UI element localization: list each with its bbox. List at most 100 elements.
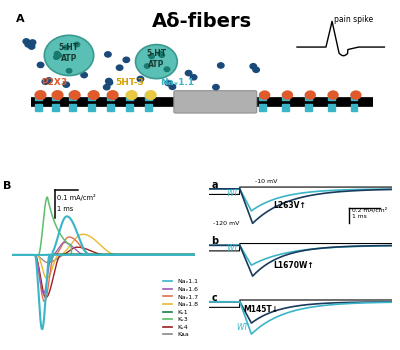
- Circle shape: [54, 51, 60, 56]
- Bar: [350, 93, 358, 100]
- Circle shape: [305, 91, 315, 99]
- Circle shape: [25, 42, 32, 47]
- Circle shape: [156, 47, 162, 52]
- Circle shape: [282, 91, 292, 99]
- Bar: [145, 104, 152, 111]
- Circle shape: [23, 39, 30, 44]
- Circle shape: [213, 84, 219, 90]
- Bar: [145, 93, 152, 100]
- Bar: [259, 104, 266, 111]
- Circle shape: [158, 51, 163, 56]
- Text: WT: WT: [226, 244, 238, 253]
- Bar: [282, 93, 289, 100]
- Circle shape: [351, 91, 361, 99]
- Circle shape: [144, 64, 150, 68]
- FancyBboxPatch shape: [174, 91, 257, 113]
- Circle shape: [106, 80, 113, 85]
- Bar: [259, 93, 266, 100]
- Circle shape: [165, 80, 172, 86]
- Circle shape: [123, 57, 130, 62]
- Circle shape: [64, 45, 69, 50]
- Circle shape: [126, 91, 137, 99]
- Text: 5-HT
ATP: 5-HT ATP: [59, 43, 79, 63]
- Circle shape: [145, 91, 156, 99]
- Text: P2X3: P2X3: [41, 78, 67, 88]
- Text: a: a: [211, 180, 218, 190]
- Text: L1670W↑: L1670W↑: [273, 261, 314, 270]
- Circle shape: [190, 75, 197, 80]
- Circle shape: [46, 78, 52, 83]
- Text: A: A: [16, 14, 24, 24]
- Text: Aδ-fibers: Aδ-fibers: [152, 12, 252, 31]
- Circle shape: [63, 82, 70, 87]
- Bar: [107, 93, 114, 100]
- Circle shape: [74, 42, 80, 47]
- Circle shape: [37, 62, 44, 68]
- Circle shape: [29, 40, 36, 45]
- Circle shape: [52, 91, 63, 99]
- Bar: [52, 104, 59, 111]
- Circle shape: [253, 67, 259, 72]
- Bar: [282, 104, 289, 111]
- Circle shape: [149, 54, 154, 58]
- Circle shape: [159, 53, 164, 57]
- Circle shape: [105, 52, 111, 57]
- Circle shape: [69, 91, 80, 99]
- Text: WT: WT: [237, 323, 249, 332]
- Circle shape: [116, 65, 123, 70]
- Circle shape: [42, 79, 48, 84]
- Text: -10 mV: -10 mV: [255, 179, 277, 184]
- Text: c: c: [211, 293, 217, 303]
- Circle shape: [48, 61, 55, 66]
- Circle shape: [88, 91, 99, 99]
- Text: 0.1 mA/cm²: 0.1 mA/cm²: [57, 194, 96, 201]
- Circle shape: [104, 85, 110, 90]
- Text: M145T↓: M145T↓: [243, 305, 278, 314]
- Circle shape: [169, 84, 176, 90]
- Circle shape: [61, 69, 68, 74]
- Bar: [69, 93, 76, 100]
- Text: Naᵥ1.1: Naᵥ1.1: [160, 78, 194, 88]
- Text: 0.2 mA/cm²: 0.2 mA/cm²: [352, 207, 387, 213]
- Text: -120 mV: -120 mV: [213, 221, 239, 226]
- Text: 5HT-3: 5HT-3: [116, 78, 144, 88]
- Text: pain spike: pain spike: [334, 15, 374, 24]
- Bar: [126, 93, 133, 100]
- Legend: Naᵥ1.1, Naᵥ1.6, Naᵥ1.7, Naᵥ1.8, Kᵥ1, Kᵥ3, Kᵥ4, Kᴀa: Naᵥ1.1, Naᵥ1.6, Naᵥ1.7, Naᵥ1.8, Kᵥ1, Kᵥ3…: [161, 276, 201, 340]
- Circle shape: [63, 61, 70, 66]
- Bar: [328, 104, 335, 111]
- Bar: [88, 93, 95, 100]
- Circle shape: [44, 35, 94, 76]
- Text: 1 ms: 1 ms: [352, 214, 366, 219]
- Circle shape: [185, 70, 192, 76]
- Bar: [52, 93, 59, 100]
- Text: 1 ms: 1 ms: [57, 206, 74, 212]
- Text: L263V↑: L263V↑: [273, 201, 306, 210]
- Circle shape: [250, 64, 256, 69]
- Text: 5-HT
ATP: 5-HT ATP: [146, 49, 166, 70]
- Circle shape: [107, 91, 118, 99]
- Circle shape: [106, 78, 112, 84]
- Circle shape: [28, 44, 35, 49]
- Bar: [69, 104, 76, 111]
- Bar: [88, 104, 95, 111]
- Bar: [305, 104, 312, 111]
- Circle shape: [66, 69, 72, 73]
- Circle shape: [136, 44, 177, 79]
- Bar: [35, 104, 42, 111]
- Bar: [107, 104, 114, 111]
- Bar: [328, 93, 335, 100]
- Bar: [350, 104, 358, 111]
- Text: B: B: [3, 181, 11, 191]
- Circle shape: [164, 67, 170, 71]
- Circle shape: [137, 76, 144, 82]
- Circle shape: [73, 40, 79, 45]
- Bar: [35, 93, 42, 100]
- Circle shape: [81, 72, 87, 78]
- Circle shape: [328, 91, 338, 99]
- Text: WT: WT: [226, 189, 238, 198]
- Text: b: b: [211, 236, 218, 246]
- Bar: [305, 93, 312, 100]
- Bar: [126, 104, 133, 111]
- Circle shape: [260, 91, 270, 99]
